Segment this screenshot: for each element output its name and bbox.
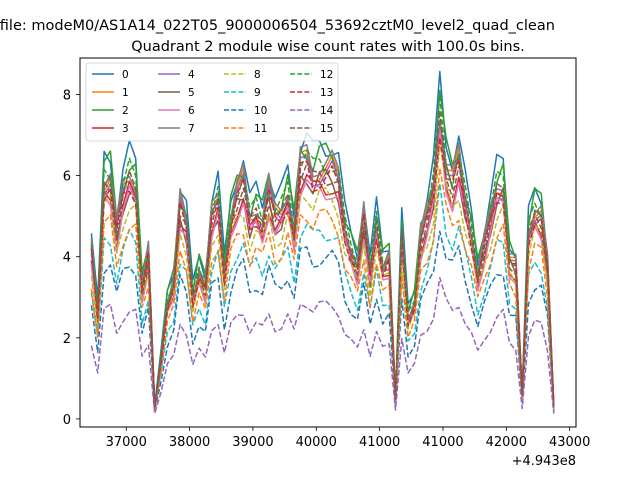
legend-label-12: 12 [320,69,333,81]
x-tick-label: 42000 [486,435,527,450]
series-line-9 [90,182,555,411]
y-tick-label: 2 [63,332,71,347]
legend-label-14: 14 [320,105,334,117]
legend-label-0: 0 [122,69,129,81]
legend-label-4: 4 [188,69,195,81]
legend-label-10: 10 [254,105,267,117]
y-tick-label: 6 [63,170,71,185]
x-tick-label: 38000 [169,435,210,450]
series-line-11 [90,167,555,411]
series-line-2 [90,89,555,408]
legend-label-6: 6 [188,105,195,117]
legend-label-5: 5 [188,87,195,99]
legend-label-1: 1 [122,87,129,99]
x-tick-label: 40000 [296,435,337,450]
y-tick-label: 4 [63,251,71,266]
x-tick-label: 43000 [549,435,590,450]
chart-title: Quadrant 2 module wise count rates with … [131,39,525,55]
series-line-14 [90,276,555,415]
legend-label-9: 9 [254,87,261,99]
x-tick-label: 41000 [422,435,463,450]
x-offset-label: +4.943e8 [512,454,576,469]
legend-label-8: 8 [254,69,261,81]
x-tick-label: 41000 [359,435,400,450]
legend-label-2: 2 [122,105,129,117]
x-tick-label: 39000 [232,435,273,450]
series-line-10 [90,230,555,412]
legend-label-7: 7 [188,123,195,135]
y-tick-label: 0 [63,413,71,428]
legend-label-3: 3 [122,123,129,135]
y-tick-label: 8 [63,88,71,103]
legend-label-11: 11 [254,123,267,135]
x-axis: 37000 38000 39000 40000 41000 41000 42000 43000 [106,427,590,450]
x-tick-label: 37000 [106,435,147,450]
legend-label-13: 13 [320,87,333,99]
legend-label-15: 15 [320,123,333,135]
y-axis: 0 2 4 6 8 [63,88,80,428]
figure-suptitle: n file: modeM0/AS1A14_022T05_9000006504_… [0,18,555,34]
axes-frame [79,57,577,428]
legend-frame [85,62,339,142]
series-line-12 [90,93,555,407]
series-line-15 [90,109,555,408]
series-lines [90,70,555,415]
